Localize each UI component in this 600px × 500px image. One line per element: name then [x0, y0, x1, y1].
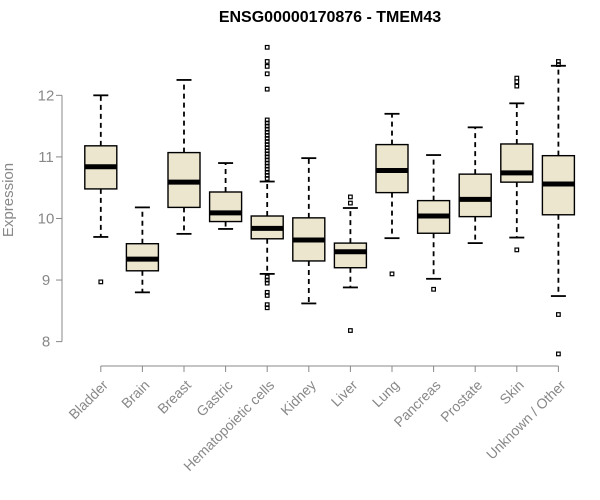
outlier-point [514, 75, 520, 81]
y-tick-label: 8 [42, 334, 50, 351]
x-tick-label-skin: Skin [496, 377, 527, 408]
outlier-point [555, 351, 561, 357]
x-tick-label-brain: Brain [118, 377, 152, 411]
box-group-bladder [84, 94, 118, 285]
outlier-point [98, 279, 104, 285]
iqr-box [208, 191, 243, 223]
iqr-box [458, 173, 492, 218]
x-tick-label-prostate: Prostate [437, 377, 485, 425]
outlier-point [264, 59, 270, 64]
y-tick-label: 9 [42, 272, 50, 289]
outlier-point [348, 328, 353, 333]
box-group-kidney [292, 157, 326, 305]
outlier-point [514, 79, 520, 85]
box-group-breast [167, 79, 201, 235]
x-tick-label-bladder: Bladder [65, 377, 111, 423]
outlier-point [389, 271, 395, 277]
y-tick-label: 11 [38, 149, 54, 166]
y-axis: 8 9 10 11 12 [38, 87, 63, 351]
iqr-box [333, 242, 368, 269]
box-group-liver [333, 194, 368, 333]
box-series [84, 44, 576, 357]
box-group-gastric [208, 162, 243, 230]
x-tick-label-liver: Liver [328, 377, 361, 410]
y-axis-label: Expression [0, 163, 17, 237]
chart-title: ENSG00000170876 - TMEM43 [219, 9, 441, 26]
outlier-point [264, 71, 270, 77]
outlier-point [514, 83, 520, 89]
outlier-point [264, 280, 270, 286]
outlier-point [264, 305, 270, 311]
outlier-point [555, 62, 561, 67]
x-tick-label-unknown-other: Unknown / Other [483, 377, 569, 463]
box-group-skin [500, 75, 534, 253]
iqr-box [500, 143, 534, 183]
box-group-brain [125, 206, 160, 294]
box-group-lung [375, 112, 409, 277]
box-group-prostate [458, 126, 492, 244]
box-group-hematopoietic-cells [250, 44, 284, 311]
y-tick-label: 12 [38, 87, 55, 104]
outlier-point [264, 176, 270, 181]
outlier-point [264, 86, 270, 92]
outlier-point [555, 312, 561, 317]
outlier-point [514, 247, 520, 253]
outlier-point [264, 293, 270, 298]
box-group-unknown-other [541, 59, 576, 357]
y-tick-label: 10 [38, 210, 55, 227]
outlier-point [431, 286, 436, 292]
x-tick-label-breast: Breast [154, 377, 194, 417]
x-tick-label-lung: Lung [369, 377, 402, 410]
outlier-point [348, 200, 353, 206]
outlier-point [264, 44, 270, 50]
x-tick-label-kidney: Kidney [277, 377, 319, 419]
outlier-point [264, 63, 270, 69]
box-group-pancreas [416, 154, 451, 292]
outlier-point [348, 194, 353, 200]
